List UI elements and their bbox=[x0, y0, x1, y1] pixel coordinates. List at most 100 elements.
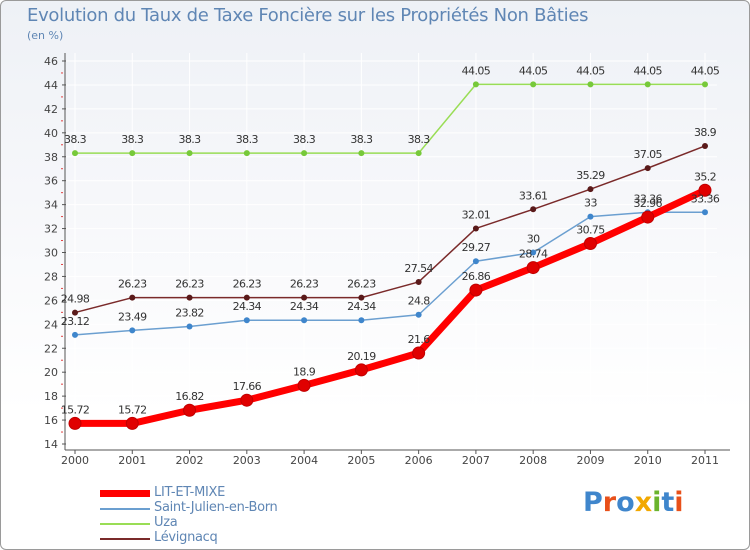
data-point-lit-et-mixe bbox=[583, 237, 597, 251]
data-label-saint-julien-en-born: 24.8 bbox=[408, 295, 431, 308]
data-label-l-vignacq: 33.61 bbox=[519, 189, 548, 202]
logo-letter: o bbox=[616, 487, 635, 518]
logo-letter: r bbox=[602, 487, 617, 518]
legend-label-levignacq: Lévignacq bbox=[154, 530, 218, 545]
data-point-saint-julien-en-born bbox=[587, 213, 594, 220]
data-label-uza: 38.3 bbox=[350, 133, 373, 146]
data-point-saint-julien-en-born bbox=[301, 317, 308, 324]
data-point-l-vignacq bbox=[243, 294, 250, 301]
data-label-l-vignacq: 26.23 bbox=[118, 278, 147, 291]
data-point-uza bbox=[186, 150, 193, 157]
data-point-lit-et-mixe bbox=[412, 346, 426, 360]
unit-label: (en %) bbox=[27, 29, 64, 42]
data-label-l-vignacq: 26.23 bbox=[175, 278, 204, 291]
data-label-uza: 44.05 bbox=[519, 64, 548, 77]
data-label-lit-et-mixe: 32.96 bbox=[633, 197, 662, 210]
x-tick-label: 2003 bbox=[233, 454, 261, 467]
y-tick-label: 40 bbox=[44, 127, 58, 140]
data-point-uza bbox=[243, 150, 250, 157]
x-tick-label: 2007 bbox=[462, 454, 490, 467]
x-tick-label: 2009 bbox=[576, 454, 604, 467]
data-point-saint-julien-en-born bbox=[530, 249, 537, 256]
data-point-l-vignacq bbox=[129, 294, 136, 301]
data-point-l-vignacq bbox=[301, 294, 308, 301]
y-tick-label: 18 bbox=[44, 390, 58, 403]
y-tick-label: 24 bbox=[44, 318, 58, 331]
x-tick-label: 2008 bbox=[519, 454, 547, 467]
legend-label-uza: Uza bbox=[154, 515, 178, 530]
data-point-l-vignacq bbox=[72, 309, 78, 316]
legend-swatch-saint-julien bbox=[100, 508, 150, 510]
logo-letter: P bbox=[583, 487, 603, 518]
data-point-uza bbox=[472, 81, 479, 88]
data-label-uza: 38.3 bbox=[236, 133, 259, 146]
data-label-l-vignacq: 26.23 bbox=[290, 278, 319, 291]
data-label-lit-et-mixe: 35.2 bbox=[694, 170, 716, 183]
data-point-uza bbox=[129, 150, 136, 157]
data-label-lit-et-mixe: 16.82 bbox=[175, 390, 204, 403]
data-label-saint-julien-en-born: 23.12 bbox=[61, 315, 90, 328]
data-label-lit-et-mixe: 30.75 bbox=[576, 224, 605, 237]
data-point-saint-julien-en-born bbox=[415, 311, 422, 318]
y-tick-label: 22 bbox=[44, 342, 58, 355]
data-label-saint-julien-en-born: 33.36 bbox=[691, 192, 720, 205]
legend-label-lit-et-mixe: LIT-ET-MIXE bbox=[154, 485, 226, 500]
x-tick-label: 2005 bbox=[347, 454, 375, 467]
data-label-saint-julien-en-born: 29.27 bbox=[462, 241, 491, 254]
data-label-uza: 38.3 bbox=[121, 133, 144, 146]
data-point-l-vignacq bbox=[358, 294, 365, 301]
data-label-uza: 44.05 bbox=[633, 64, 662, 77]
legend-swatch-levignacq bbox=[100, 538, 150, 540]
data-label-l-vignacq: 32.01 bbox=[462, 208, 491, 221]
data-label-lit-et-mixe: 21.6 bbox=[408, 333, 431, 346]
y-tick-label: 32 bbox=[44, 223, 58, 236]
data-point-l-vignacq bbox=[587, 186, 594, 193]
data-point-uza bbox=[587, 81, 594, 88]
data-point-l-vignacq bbox=[530, 206, 537, 213]
data-label-saint-julien-en-born: 23.82 bbox=[175, 306, 204, 319]
data-label-saint-julien-en-born: 24.34 bbox=[347, 300, 376, 313]
series-line-uza bbox=[75, 83, 705, 154]
data-point-uza bbox=[702, 81, 708, 88]
data-label-uza: 44.05 bbox=[691, 64, 720, 77]
x-tick-label: 2011 bbox=[691, 454, 719, 467]
data-label-saint-julien-en-born: 33.36 bbox=[633, 192, 662, 205]
data-label-saint-julien-en-born: 24.34 bbox=[233, 300, 262, 313]
data-point-saint-julien-en-born bbox=[358, 317, 365, 324]
data-point-uza bbox=[644, 81, 651, 88]
data-point-l-vignacq bbox=[472, 225, 479, 232]
data-point-l-vignacq bbox=[644, 165, 651, 172]
data-label-l-vignacq: 26.23 bbox=[233, 278, 262, 291]
proxiti-logo: Proxiti bbox=[583, 487, 684, 518]
data-point-lit-et-mixe bbox=[68, 416, 82, 430]
x-tick-label: 2010 bbox=[634, 454, 662, 467]
data-point-lit-et-mixe bbox=[354, 363, 368, 377]
data-label-l-vignacq: 35.29 bbox=[576, 169, 605, 182]
y-tick-label: 38 bbox=[44, 151, 58, 164]
data-point-lit-et-mixe bbox=[125, 416, 139, 430]
data-point-l-vignacq bbox=[702, 142, 708, 149]
x-tick-label: 2001 bbox=[118, 454, 146, 467]
data-label-saint-julien-en-born: 30 bbox=[527, 233, 540, 246]
data-point-saint-julien-en-born bbox=[472, 258, 479, 265]
y-tick-label: 42 bbox=[44, 103, 58, 116]
y-tick-label: 16 bbox=[44, 414, 58, 427]
data-point-uza bbox=[72, 150, 78, 157]
logo-letter: t bbox=[661, 487, 675, 518]
data-label-lit-et-mixe: 17.66 bbox=[233, 380, 262, 393]
x-tick-label: 2000 bbox=[61, 454, 89, 467]
x-tick-label: 2002 bbox=[176, 454, 204, 467]
data-label-uza: 38.3 bbox=[408, 133, 431, 146]
logo-letter: i bbox=[652, 487, 662, 518]
data-label-l-vignacq: 24.98 bbox=[61, 293, 90, 306]
legend-swatch-lit-et-mixe bbox=[100, 490, 150, 497]
legend-swatch-uza bbox=[100, 523, 150, 525]
chart-title: Evolution du Taux de Taxe Foncière sur l… bbox=[27, 5, 589, 26]
y-tick-label: 46 bbox=[44, 55, 58, 68]
data-point-saint-julien-en-born bbox=[129, 327, 136, 334]
y-tick-label: 20 bbox=[44, 366, 58, 379]
data-label-uza: 38.3 bbox=[178, 133, 201, 146]
logo-letter: i bbox=[674, 487, 684, 518]
